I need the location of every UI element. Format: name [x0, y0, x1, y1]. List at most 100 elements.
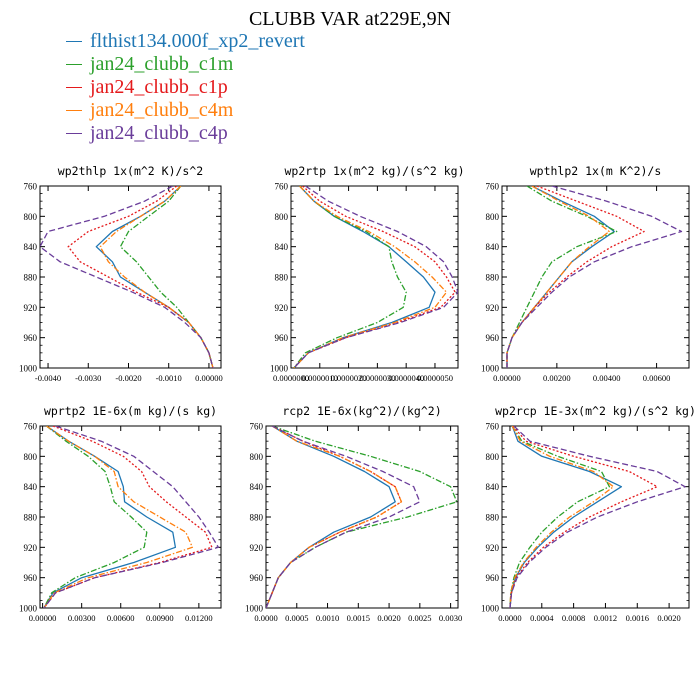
chart-title: rcp2 1E-6x(kg^2)/(kg^2) — [282, 404, 441, 418]
chart-panel: rcp2 1E-6x(kg^2)/(kg^2) 760 800 840 880 920 96… — [245, 404, 462, 623]
series-line-4 — [43, 426, 194, 608]
series-line-3 — [67, 186, 214, 368]
y-tick-label: 800 — [486, 452, 500, 462]
series-line-4 — [293, 186, 448, 368]
y-tick-label: 960 — [486, 573, 500, 583]
y-tick-label: 920 — [486, 303, 500, 313]
legend-line-swatch — [66, 109, 82, 111]
x-tick-label: 0.0015 — [347, 613, 370, 623]
y-tick-label: 880 — [486, 513, 500, 523]
y-tick-label: 760 — [486, 422, 500, 432]
series-line-1 — [266, 426, 396, 608]
x-tick-label: 0.0025 — [408, 613, 431, 623]
x-tick-label: 0.01200 — [185, 613, 213, 623]
chart-panel: wp2thlp 1x(m^2 K)/s^2 760 800 840 880 920 960 1… — [19, 164, 223, 383]
x-tick-label: -0.0020 — [115, 373, 141, 383]
x-tick-label: 0.00400 — [593, 373, 621, 383]
x-tick-label: 0.0030 — [439, 613, 462, 623]
series-line-1 — [293, 186, 436, 368]
x-tick-label: 0.0000 — [498, 613, 521, 623]
y-tick-label: 960 — [486, 333, 500, 343]
series-line-4 — [509, 426, 615, 608]
legend-label: jan24_clubb_c4m — [90, 99, 234, 121]
x-tick-label: 0.0008 — [562, 613, 585, 623]
series-line-1 — [509, 426, 623, 608]
series-line-2 — [119, 186, 214, 368]
series-group — [293, 186, 458, 368]
x-tick-label: 0.0020 — [657, 613, 680, 623]
chart-title: wprtp2 1E-6x(m kg)/(s kg) — [44, 404, 217, 418]
x-tick-label: 0.0000010 — [302, 373, 338, 383]
legend-item: jan24_clubb_c1p — [66, 76, 466, 99]
y-tick-label: 920 — [24, 303, 38, 313]
x-tick-label: 0.00300 — [68, 613, 96, 623]
y-tick-label: 880 — [250, 513, 264, 523]
x-tick-label: 0.0000050 — [417, 373, 453, 383]
chart-title: wp2rcp 1E-3x(m^2 kg)/(s^2 kg) — [495, 404, 696, 418]
y-tick-label: 840 — [275, 242, 289, 252]
series-line-3 — [293, 186, 456, 368]
legend-line-swatch — [66, 132, 82, 134]
plot-frame — [501, 425, 690, 609]
x-tick-label: 0.00000 — [493, 373, 521, 383]
y-tick-label: 840 — [250, 482, 264, 492]
series-group — [43, 426, 220, 608]
series-line-4 — [266, 426, 403, 608]
y-tick-label: 800 — [250, 452, 264, 462]
y-tick-label: 1000 — [481, 364, 500, 374]
y-tick-label: 960 — [275, 333, 289, 343]
x-tick-label: 0.0000040 — [388, 373, 424, 383]
x-tick-label: 0.0016 — [626, 613, 649, 623]
x-tick-label: -0.0040 — [35, 373, 61, 383]
series-line-5 — [266, 426, 421, 608]
y-tick-label: 760 — [250, 422, 264, 432]
chart-panel: wpthlp2 1x(m K^2)/s 760 800 840 880 920 960 100… — [481, 164, 690, 383]
y-tick-label: 760 — [24, 182, 38, 192]
y-tick-label: 840 — [24, 482, 38, 492]
y-tick-label: 880 — [24, 513, 38, 523]
y-tick-label: 920 — [24, 543, 38, 553]
x-tick-label: 0.00200 — [543, 373, 571, 383]
series-group — [40, 186, 214, 368]
legend-item: jan24_clubb_c4m — [66, 99, 466, 122]
legend-item: jan24_clubb_c1m — [66, 53, 466, 76]
legend-line-swatch — [66, 86, 82, 88]
legend-label: flthist134.000f_xp2_revert — [90, 30, 305, 52]
y-tick-label: 760 — [24, 422, 38, 432]
chart-panel: wp2rtp 1x(m^2 kg)/(s^2 kg) 760 800 840 880 92… — [270, 164, 465, 383]
y-tick-label: 800 — [275, 212, 289, 222]
y-tick-label: 1000 — [245, 604, 264, 614]
x-tick-label: 0.00900 — [146, 613, 174, 623]
plot-frame — [501, 185, 690, 369]
chart-panel: wprtp2 1E-6x(m kg)/(s kg) 760 800 840 880 920… — [19, 404, 222, 623]
chart-title: wp2thlp 1x(m^2 K)/s^2 — [58, 164, 203, 178]
chart-title: wp2rtp 1x(m^2 kg)/(s^2 kg) — [284, 164, 464, 178]
y-tick-label: 960 — [24, 333, 38, 343]
y-tick-label: 760 — [275, 182, 289, 192]
series-line-3 — [506, 186, 645, 368]
legend-line-swatch — [66, 63, 82, 65]
series-line-5 — [40, 186, 214, 368]
series-line-5 — [509, 426, 686, 608]
y-tick-label: 800 — [24, 212, 38, 222]
x-tick-label: 0.00600 — [643, 373, 671, 383]
series-line-2 — [266, 426, 458, 608]
series-line-4 — [99, 186, 214, 368]
legend-item: jan24_clubb_c4p — [66, 122, 466, 145]
y-tick-label: 1000 — [19, 364, 38, 374]
legend-label: jan24_clubb_c1p — [90, 76, 228, 98]
plot-frame — [39, 185, 222, 369]
y-tick-label: 920 — [486, 543, 500, 553]
series-line-1 — [43, 426, 177, 608]
y-tick-label: 880 — [275, 273, 289, 283]
y-tick-label: 960 — [24, 573, 38, 583]
legend-line-swatch — [66, 40, 82, 42]
x-tick-label: 0.0020 — [377, 613, 400, 623]
series-line-5 — [43, 426, 220, 608]
series-line-3 — [509, 426, 658, 608]
x-tick-label: -0.0010 — [156, 373, 182, 383]
x-tick-label: 0.00000 — [195, 373, 223, 383]
y-tick-label: 920 — [275, 303, 289, 313]
legend-item: flthist134.000f_xp2_revert — [66, 30, 466, 53]
